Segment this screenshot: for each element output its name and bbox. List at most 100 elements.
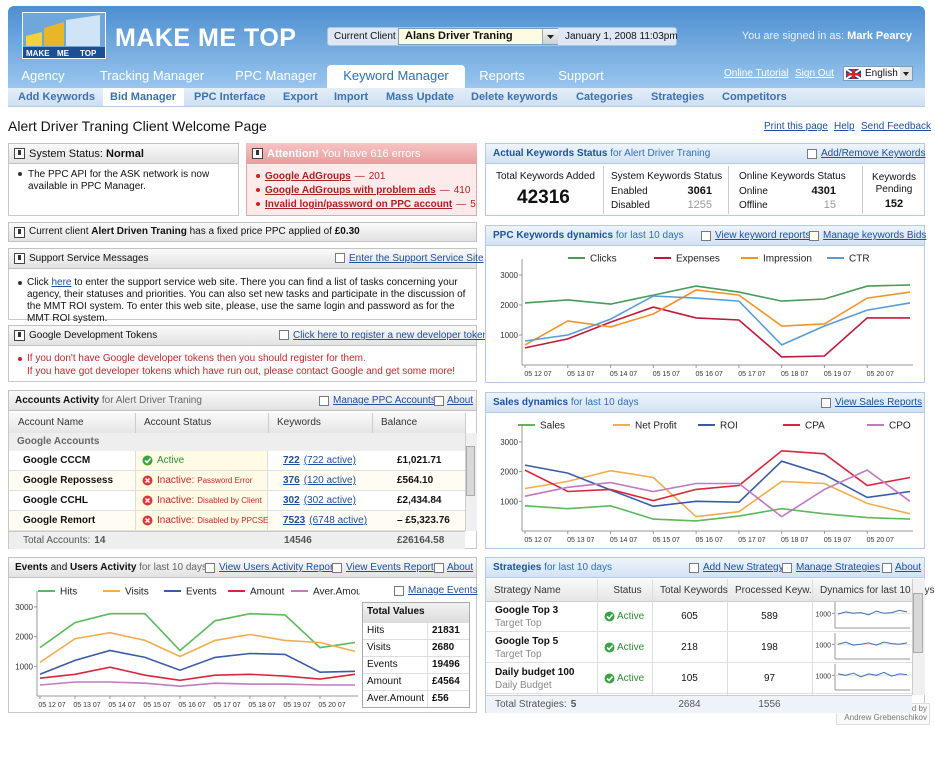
link-icon <box>335 253 345 263</box>
x-tick-label: 05 19 07 <box>824 537 851 544</box>
note-price: £0.30 <box>334 226 360 237</box>
series-line <box>524 504 911 522</box>
subnav-bar <box>8 88 925 107</box>
sparkline: 1000 <box>815 602 910 629</box>
body-link[interactable]: here <box>51 277 72 288</box>
totals-name: Aver.Amount <box>367 693 425 704</box>
attention-link[interactable]: Google AdGroups <box>265 171 351 182</box>
column-header: Total Keywords <box>660 585 728 596</box>
legend-label: Expenses <box>676 254 720 265</box>
subnav-item[interactable]: Categories <box>576 91 633 103</box>
keywords-cell: 7523 (6748 active) <box>283 515 367 526</box>
subnav-item[interactable]: Bid Manager <box>110 91 177 103</box>
panel-header <box>485 392 925 413</box>
panel-link[interactable]: View Users Activity Report <box>219 562 337 573</box>
column-header: Keywords <box>277 417 321 428</box>
language-select[interactable]: English <box>843 66 913 81</box>
panel-link[interactable]: View keyword reports <box>715 230 811 241</box>
x-tick-label: 05 16 07 <box>178 702 205 709</box>
nav-tab[interactable]: Support <box>540 65 622 86</box>
account-name: Google CCHL <box>23 495 88 506</box>
panel-link[interactable]: View Sales Reports <box>835 397 923 408</box>
series-line <box>837 609 908 616</box>
panel-link[interactable]: About <box>447 562 474 573</box>
totals-row <box>363 656 469 673</box>
logo-word: ME <box>57 49 70 58</box>
panel-link[interactable]: Manage Events <box>408 585 478 596</box>
keywords-active[interactable]: (120 active) <box>303 475 356 486</box>
logo[interactable]: MAKE ME TOP <box>22 12 106 59</box>
column-header: Account Status <box>144 417 212 428</box>
subnav-item[interactable]: Competitors <box>722 91 787 103</box>
link-icon <box>689 563 699 573</box>
panel-link[interactable]: Enter the Support Service Site <box>349 253 484 264</box>
panel-link[interactable]: Add/Remove Keywords <box>821 148 926 159</box>
disabled-value: 1255 <box>687 199 712 211</box>
arrow <box>547 35 554 39</box>
panel-header <box>8 248 477 269</box>
keywords-count[interactable]: 7523 <box>283 515 306 526</box>
nav-tab[interactable]: Tracking Manager <box>82 65 222 86</box>
nav-tab[interactable]: PPC Manager <box>226 65 326 86</box>
panel-link[interactable]: Click here to register a new developer t… <box>293 330 489 341</box>
panel-link[interactable]: Add New Strategy <box>703 562 784 573</box>
keywords-active[interactable]: (302 active) <box>303 495 356 506</box>
panel-link[interactable]: Manage keywords Bids <box>823 230 927 241</box>
logo-bar <box>23 47 105 58</box>
icon-check <box>144 457 152 464</box>
logo-shape <box>66 15 100 46</box>
nav-tab[interactable]: Keyword Manager <box>327 65 465 88</box>
keywords-count[interactable]: 722 <box>283 455 300 466</box>
keywords-count[interactable]: 302 <box>283 495 300 506</box>
panel-link[interactable]: View Events Report <box>346 562 434 573</box>
attention-item: Google AdGroups —201 <box>265 171 385 182</box>
legend-label: Aver.Amount <box>313 587 360 598</box>
totals-row <box>363 622 469 639</box>
status-label: System Status: <box>29 148 103 160</box>
page-link[interactable]: Help <box>834 121 855 132</box>
subnav-item[interactable]: Add Keywords <box>18 91 96 103</box>
panel-link[interactable]: About <box>895 562 922 573</box>
series-line <box>524 295 911 346</box>
x-tick-label: 05 19 07 <box>283 702 310 709</box>
subnav-item[interactable]: Export <box>283 91 318 103</box>
attention-link[interactable]: Google AdGroups with problem ads <box>265 185 436 196</box>
keywords-active[interactable]: (6748 active) <box>309 515 368 526</box>
x-tick-label: 05 15 07 <box>143 702 170 709</box>
subnav-item[interactable]: Mass Update <box>386 91 454 103</box>
keywords-count[interactable]: 376 <box>283 475 300 486</box>
nav-link[interactable]: Online Tutorial <box>724 68 789 79</box>
footer-count: 5 <box>570 699 577 710</box>
balance: – £5,323.76 <box>397 515 450 526</box>
subnav-item[interactable]: Import <box>334 91 369 103</box>
select-arrow[interactable] <box>542 29 558 44</box>
client-note: Current client Alert Driven Traning has … <box>29 226 360 237</box>
totals-value: 2680 <box>432 642 455 653</box>
nav-tab[interactable]: Agency <box>8 65 78 86</box>
user-name: Mark Pearcy <box>847 30 912 42</box>
nav-link[interactable]: Sign Out <box>795 68 834 79</box>
subnav-item[interactable]: Strategies <box>651 91 705 103</box>
token-line: If you don't have Google developer token… <box>27 353 366 364</box>
status-cell <box>135 511 268 530</box>
x-tick-label: 05 17 07 <box>213 702 240 709</box>
panel-title: Events and Users Activity for last 10 da… <box>15 562 207 573</box>
panel-link[interactable]: About <box>447 395 474 406</box>
logo-shape <box>44 22 64 46</box>
link-icon <box>205 563 215 573</box>
attention-link[interactable]: Invalid login/password on PPC account <box>265 199 453 210</box>
nav-tab[interactable]: Reports <box>469 65 535 86</box>
keywords-active[interactable]: (722 active) <box>303 455 356 466</box>
status-text: Inactive: <box>157 475 195 486</box>
language: English <box>865 68 898 79</box>
footer-label: Total Accounts: 14 <box>23 535 105 546</box>
subnav-item[interactable]: Delete keywords <box>471 91 558 103</box>
legend-label: Impression <box>763 254 812 265</box>
page-link[interactable]: Send Feedback <box>861 121 932 132</box>
panel-link[interactable]: Manage Strategies <box>796 562 880 573</box>
subnav-item[interactable]: PPC Interface <box>194 91 266 103</box>
note-text: has a fixed price PPC applied of <box>189 226 332 237</box>
page-link[interactable]: Print this page <box>764 121 828 132</box>
panel-link[interactable]: Manage PPC Accounts <box>333 395 436 406</box>
footer-label: Total Strategies: 5 <box>495 699 576 710</box>
